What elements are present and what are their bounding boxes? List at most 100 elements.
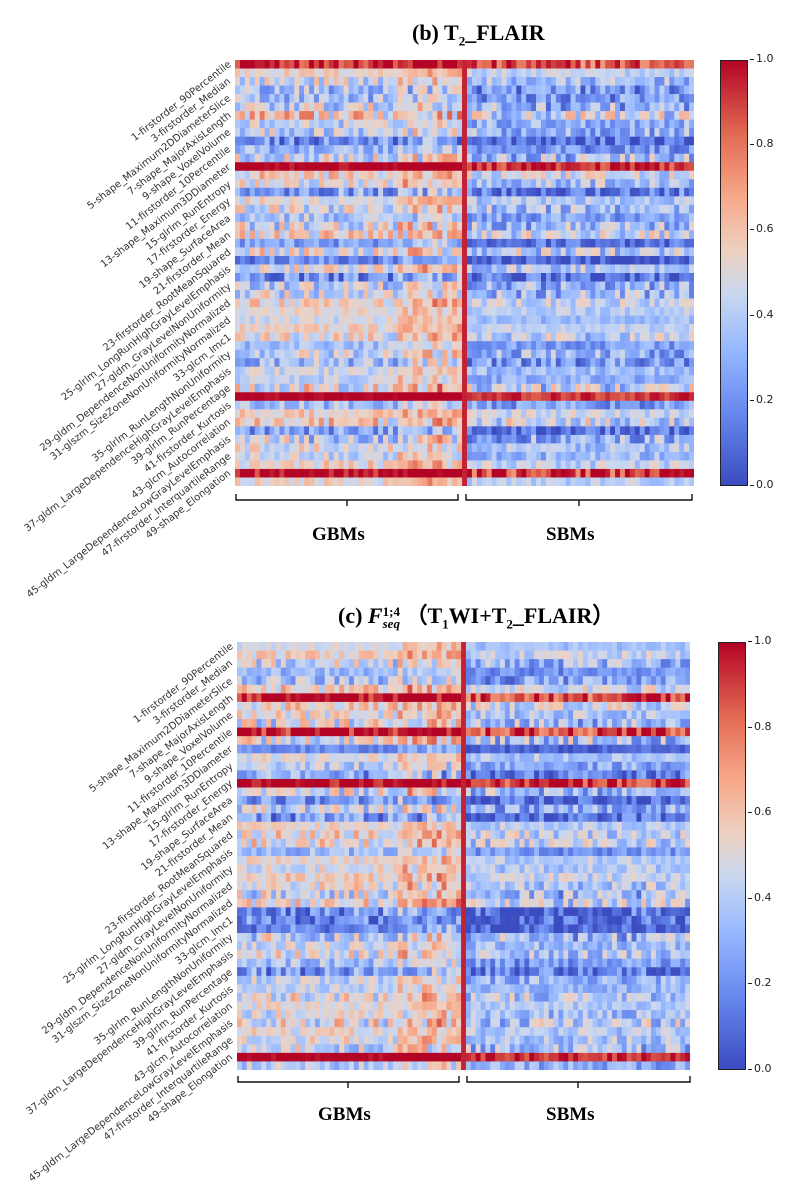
heatmap-cell [442,434,448,444]
heatmap-cell [274,315,280,325]
heatmap-cell [349,667,355,677]
heatmap-cell [536,213,542,223]
heatmap-cell [309,477,315,486]
heatmap-cell [313,273,320,282]
heatmap-cell [595,162,601,172]
heatmap-cell [241,667,248,677]
heatmap-cell [659,409,665,419]
heatmap-cell [407,642,413,651]
heatmap-cell [239,204,246,214]
heatmap-cell [358,162,364,172]
heatmap-cell [333,315,339,325]
heatmap-cell [541,179,547,189]
heatmap-cell [289,332,295,342]
heatmap-cell [541,332,547,342]
heatmap-cell [541,324,547,333]
heatmap-cell [314,642,321,651]
heatmap-cell [501,298,507,308]
heatmap-cell [343,392,349,402]
heatmap-cell [353,85,359,95]
heatmap-cell [294,170,300,180]
heatmap-cell [363,187,369,197]
heatmap-cell [309,400,315,410]
heatmap-cell [358,290,364,299]
heatmap-cell [368,477,374,486]
heatmap-cell [639,204,645,214]
heatmap-cell [501,443,507,453]
heatmap-cell [318,358,325,368]
heatmap-cell [575,392,581,402]
heatmap-cell [412,642,418,651]
heatmap-cell [634,213,641,223]
heatmap-cell [602,642,608,651]
heatmap-cell [323,136,330,146]
heatmap-cell [644,119,650,129]
heatmap-cell [304,281,310,291]
heatmap-cell [560,85,566,95]
heatmap-cell [289,477,295,486]
heatmap-cell [511,409,517,419]
heatmap-cell [442,383,448,393]
heatmap-cell [388,68,394,78]
heatmap-cell [555,221,562,231]
heatmap-cell [447,230,453,240]
heatmap-cell [249,230,256,240]
heatmap-cell [323,392,330,402]
heatmap-cell [654,290,660,299]
heatmap-cell [254,281,260,291]
heatmap-cell [491,273,497,282]
heatmap-cell [659,119,665,129]
heatmap-cell [373,290,379,299]
heatmap-cell [634,383,641,393]
heatmap-cell [501,170,507,180]
heatmap-cell [610,315,616,325]
heatmap-cell [289,341,295,350]
heatmap-cell [545,443,552,453]
heatmap-cell [264,153,270,163]
heatmap-cell [358,667,364,677]
heatmap-cell [659,145,665,155]
heatmap-cell [392,451,399,461]
heatmap-cell [417,366,423,376]
colorbar-b-tick-4: 0.8 [750,137,774,151]
heatmap-cell [466,162,473,172]
heatmap-cell [491,94,497,103]
heatmap-cell [383,153,389,163]
group-braces-b [235,494,693,506]
heatmap-cell [689,136,694,146]
heatmap-cell [654,119,660,129]
heatmap-cell [284,94,290,103]
heatmap-cell [313,111,320,120]
heatmap-cell [634,375,641,385]
heatmap-cell [526,477,532,486]
heatmap-cell [412,417,418,427]
heatmap-cell [323,290,330,299]
heatmap-cell [669,145,675,155]
heatmap-cell [624,341,631,350]
heatmap-cell [605,409,611,419]
heatmap-cell [587,650,593,660]
heatmap-cell [343,255,349,265]
heatmap-cell [531,468,537,478]
heatmap-cell [279,349,285,359]
heatmap-cell [259,85,265,95]
heatmap-cell [565,358,571,368]
heatmap-cell [289,255,295,265]
heatmap-cell [506,136,512,146]
heatmap-cell [580,196,586,206]
heatmap-cell [299,460,305,470]
heatmap-cell [254,417,260,427]
heatmap-cell [343,145,349,155]
heatmap-cell [629,443,636,453]
heatmap-cell [358,119,364,129]
heatmap-cell [595,451,601,461]
heatmap-cell [516,213,522,223]
heatmap-cell [649,460,655,470]
heatmap-cell [304,85,310,95]
heatmap-cell [624,170,631,180]
heatmap-cell [644,443,650,453]
heatmap-cell [264,332,270,342]
heatmap-cell [605,204,611,214]
heatmap-cell [565,221,571,231]
heatmap-cell [239,145,246,155]
